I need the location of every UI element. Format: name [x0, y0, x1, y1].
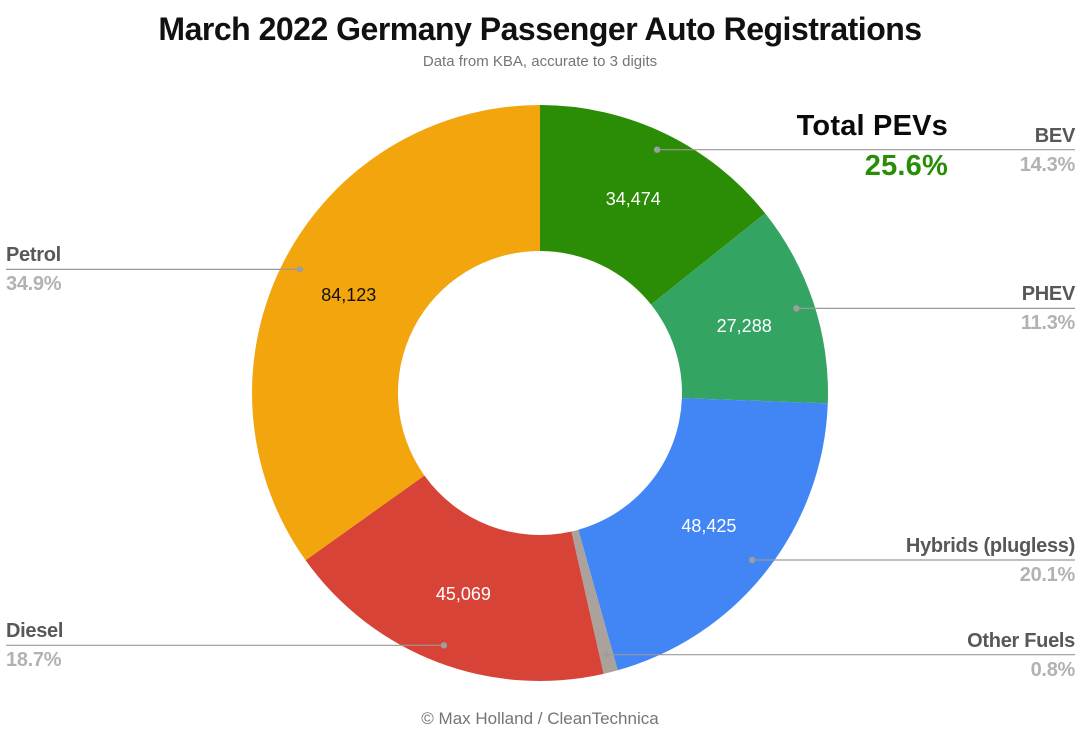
slice-petrol	[252, 105, 540, 561]
callout-pct-other-fuels: 0.8%	[1030, 658, 1076, 681]
total-pevs-label: Total PEVs	[796, 110, 948, 142]
callout-label-diesel: Diesel	[6, 620, 64, 643]
callout-pct-bev: 14.3%	[1019, 153, 1076, 176]
slice-diesel	[305, 475, 604, 682]
callout-pct-hybrids-plugless: 20.1%	[1019, 564, 1076, 586]
leader-dot-petrol	[296, 266, 304, 273]
leader-dot-hybrids-plugless	[748, 556, 756, 564]
attribution: © Max Holland / CleanTechnica	[421, 709, 659, 728]
slice-phev	[651, 213, 828, 404]
leader-dot-bev	[653, 146, 661, 153]
slice-hybrids-plugless	[578, 398, 828, 671]
callout-pct-phev: 11.3%	[1020, 312, 1075, 335]
slice-bev	[540, 105, 766, 305]
page-title: March 2022 Germany Passenger Auto Regist…	[158, 11, 922, 47]
leader-dot-diesel	[440, 642, 448, 649]
leader-dot-phev	[793, 305, 800, 312]
slice-other-fuels	[571, 529, 618, 674]
callout-label-hybrids-plugless: Hybrids (plugless)	[905, 535, 1075, 557]
slice-value-diesel: 45,069	[435, 583, 491, 604]
chart-subtitle: Data from KBA, accurate to 3 digits	[422, 53, 658, 70]
callout-label-petrol: Petrol	[6, 244, 61, 267]
slice-value-hybrids-plugless: 48,425	[681, 516, 737, 536]
slice-value-phev: 27,288	[716, 315, 772, 336]
callout-label-other-fuels: Other Fuels	[967, 629, 1075, 652]
callout-pct-diesel: 18.7%	[6, 649, 62, 672]
callout-pct-petrol: 34.9%	[6, 273, 62, 296]
callout-label-bev: BEV	[1034, 124, 1076, 147]
slice-value-bev: 34,474	[605, 189, 661, 210]
total-pevs-value: 25.6%	[864, 150, 948, 182]
slice-value-petrol: 84,123	[321, 284, 377, 305]
callout-label-phev: PHEV	[1021, 283, 1076, 306]
leader-dot-other-fuels	[603, 651, 610, 658]
